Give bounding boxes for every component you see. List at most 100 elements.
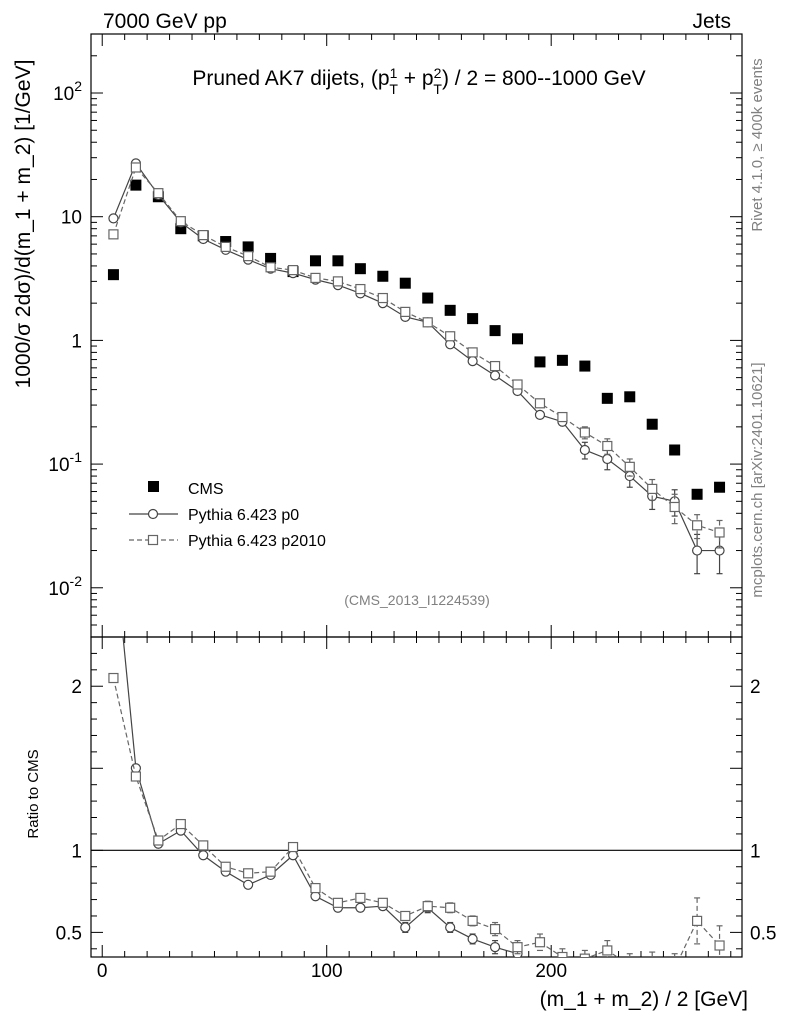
ratio-p2010-point: [534, 937, 546, 948]
ratio-p2010-point: [108, 672, 119, 684]
ratio-p0-point: [243, 879, 254, 890]
ratio-y-label: Ratio to CMS: [25, 749, 42, 838]
p2010-point: [243, 251, 254, 262]
legend-cms-label: CMS: [188, 481, 224, 498]
legend-cms-marker: [148, 481, 159, 492]
y-tick-label: 10: [61, 208, 82, 229]
legend: CMS Pythia 6.423 p0 Pythia 6.423 p2010: [129, 481, 326, 550]
ratio-p2010-point: [130, 771, 141, 782]
p2010-point: [579, 427, 590, 438]
p0-point: [602, 453, 613, 465]
legend-p2010-label: Pythia 6.423 p2010: [188, 533, 326, 550]
cms-point: [714, 481, 726, 493]
ratio-y-tick-label: 1: [71, 841, 82, 862]
ratio-p2010-point: [602, 945, 613, 956]
x-axis-label: (m_1 + m_2) / 2 [GeV]: [540, 988, 748, 1011]
p2010-point: [669, 501, 680, 513]
legend-p0-marker: [147, 508, 159, 520]
ratio-y-tick-label-right: 2: [750, 677, 761, 698]
p2010-point: [692, 520, 703, 531]
ratio-p2010-point: [400, 910, 411, 922]
cms-point: [579, 360, 591, 372]
p2010-point: [130, 162, 141, 173]
cms-point: [534, 356, 546, 368]
ratio-p2010-point: [220, 861, 231, 872]
ratio-p2010-point: [422, 901, 433, 912]
cms-point: [556, 354, 568, 366]
p2010-point: [534, 398, 546, 409]
p2010-point: [624, 461, 635, 472]
p2010-point: [602, 440, 613, 452]
cms-point: [130, 179, 142, 191]
ratio-p2010-point: [153, 835, 164, 846]
ratio-p2010-point: [512, 942, 523, 953]
cms-point: [601, 392, 613, 404]
p2010-point: [332, 276, 344, 287]
p2010-point: [377, 292, 388, 304]
cms-point: [265, 252, 277, 264]
p0-point: [534, 409, 546, 420]
cms-point: [332, 255, 344, 267]
ratio-p2010-point: [332, 897, 344, 908]
p2010-point: [422, 317, 433, 328]
ratio-p2010-point: [625, 961, 634, 970]
cms-point: [175, 223, 187, 235]
p2010-point: [220, 241, 231, 253]
p2010-point: [287, 265, 299, 276]
ratio-p0-point: [355, 902, 366, 913]
p2010-point: [355, 283, 366, 295]
p2010-point: [512, 379, 523, 390]
ratio-p0-point: [400, 922, 411, 933]
rivet-label: Rivet 4.1.0, ≥ 400k events: [749, 58, 766, 231]
p2010-point: [310, 272, 321, 284]
x-tick-label: 200: [535, 961, 567, 982]
chart-title: Pruned AK7 dijets, (p1 T + p2 T) / 2 = 800…: [192, 65, 645, 97]
p2010-point: [647, 483, 658, 495]
p0-point: [489, 370, 501, 381]
p2010-point: [265, 262, 276, 273]
cms-point: [422, 292, 434, 304]
ratio-p2010-point: [175, 818, 186, 830]
upper-y-label: 1000/σ 2dσ)/d(m_1 + m_2) [1/GeV]: [12, 60, 35, 389]
cms-point: [467, 313, 479, 325]
ratio-p2010-point: [489, 924, 501, 935]
ratio-p2010-point: [355, 892, 366, 904]
p0-point: [108, 213, 119, 224]
ratio-p2010-point: [467, 915, 478, 926]
cms-point: [309, 255, 321, 267]
y-tick-label: 10-1: [48, 449, 82, 476]
y-tick-label: 1: [71, 331, 82, 352]
ratio-p2010-point: [557, 951, 568, 957]
ratio-series: [91, 534, 742, 970]
cms-point: [691, 488, 703, 500]
ratio-y-tick-label-right: 1: [750, 841, 761, 862]
ratio-y-tick-label-right: 0.5: [750, 923, 776, 944]
p2010-point: [467, 347, 478, 358]
cms-point: [399, 277, 411, 289]
cms-point: [354, 263, 366, 275]
ratio-p2010-point: [579, 953, 590, 957]
ratio-p2010-point: [377, 897, 388, 908]
cms-point: [107, 269, 119, 281]
p2010-line: [112, 166, 720, 534]
ratio-y-tick-label: 2: [71, 677, 82, 698]
p2010-point: [714, 527, 725, 538]
ratio-p0-point: [198, 850, 209, 861]
ratio-p0-point: [109, 534, 118, 543]
ratio-p2010-point: [287, 841, 299, 853]
ratio-p2010-line: [112, 677, 720, 957]
y-tick-label: 102: [53, 78, 82, 105]
cms-point: [489, 325, 501, 337]
legend-p0-label: Pythia 6.423 p0: [188, 507, 299, 524]
cms-point: [624, 391, 636, 403]
cms-point: [220, 236, 232, 248]
ratio-p0-point: [467, 933, 478, 945]
ratio-frame: [90, 636, 743, 958]
ratio-p2010-point: [198, 840, 209, 851]
p2010-point: [175, 216, 186, 227]
x-tick-label: 100: [311, 961, 343, 982]
p0-point: [467, 356, 478, 367]
ratio-p2010-point: [692, 915, 703, 926]
p2010-point: [153, 188, 164, 199]
ratio-p2010-point: [243, 868, 254, 879]
